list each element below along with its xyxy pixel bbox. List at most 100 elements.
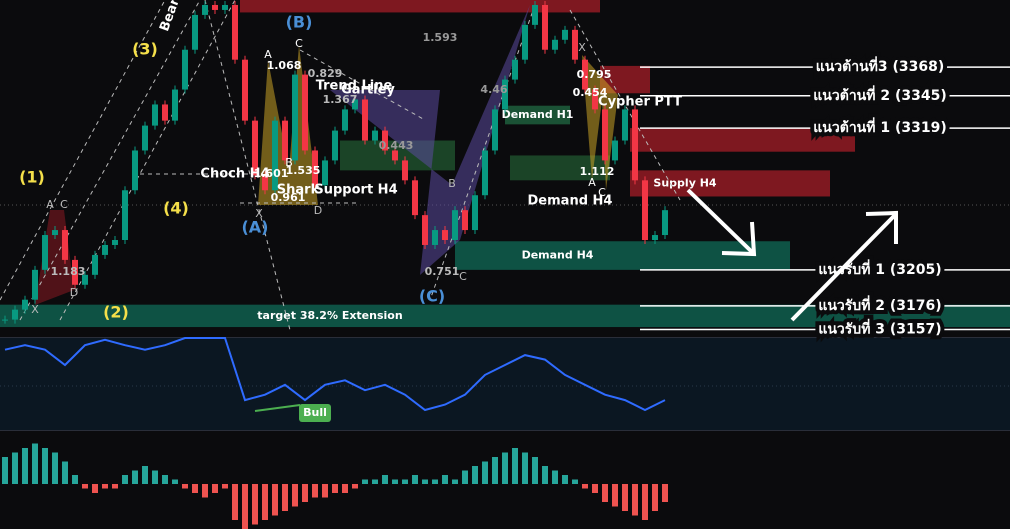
histogram-bar: [662, 484, 668, 502]
histogram-bar: [212, 484, 218, 493]
zone: [240, 0, 600, 13]
annotation: Gartley: [341, 83, 395, 98]
candle-body: [542, 4, 548, 50]
candle-body: [342, 109, 348, 131]
candle-body: [322, 160, 328, 186]
candle-body: [222, 4, 228, 10]
histogram-bar: [32, 443, 38, 484]
divergence-line: [254, 404, 301, 412]
histogram-bar: [342, 484, 348, 493]
histogram-bar: [332, 484, 338, 493]
histogram-bar: [532, 457, 538, 484]
annotation: A: [46, 198, 54, 211]
histogram-bar: [562, 475, 568, 484]
histogram-bar: [322, 484, 328, 498]
histogram-bar: [192, 484, 198, 493]
candle-body: [132, 150, 138, 191]
candle-body: [302, 74, 308, 151]
candle-body: [152, 104, 158, 126]
histogram-bar: [12, 452, 18, 484]
up-arrow-head: [865, 210, 898, 244]
candle-body: [332, 130, 338, 161]
oscillator: [4, 337, 666, 412]
histogram-bar: [82, 484, 88, 489]
candle-body: [592, 89, 598, 110]
candle-body: [62, 230, 68, 260]
annotation: Demand H4: [528, 194, 613, 209]
annotation: (3): [132, 40, 158, 59]
annotation: 0.795: [577, 68, 612, 81]
histogram-bar: [62, 461, 68, 484]
candle-body: [472, 195, 478, 231]
histogram-bar: [52, 452, 58, 484]
candle-body: [392, 150, 398, 161]
level-label: แนวรับที่ 3 (3157): [818, 319, 941, 338]
candle-body: [232, 4, 238, 60]
histogram-bar: [302, 484, 308, 502]
annotation: (4): [163, 199, 189, 218]
annotation: 0.961: [271, 191, 306, 204]
candle-body: [162, 104, 168, 121]
level-label: แนวรับที่ 2 (3176): [818, 295, 941, 314]
candle-body: [2, 319, 8, 321]
candle-body: [212, 4, 218, 10]
histogram-bar: [452, 479, 458, 484]
price-pane: [0, 0, 1010, 337]
annotation: 1.601: [254, 167, 289, 180]
histogram-bar: [372, 479, 378, 484]
annotation: (B): [286, 13, 313, 32]
histogram-bar: [72, 475, 78, 484]
arrows: [686, 188, 898, 322]
candle-body: [512, 59, 518, 80]
candle-body: [242, 59, 248, 121]
annotation: 1.535: [286, 164, 321, 177]
bull-badge: [299, 404, 331, 422]
histogram-bar: [2, 457, 8, 484]
histogram-bar: [122, 475, 128, 484]
candle-body: [282, 120, 288, 161]
histogram-bar: [142, 466, 148, 484]
histogram-bar: [622, 484, 628, 511]
zone-label: Demand H1: [502, 108, 574, 121]
cypher-pattern: [582, 55, 618, 190]
candle-body: [432, 230, 438, 245]
candle-body: [352, 99, 358, 110]
histogram-bar: [472, 466, 478, 484]
candle-body: [422, 215, 428, 245]
annotation: C: [459, 270, 467, 283]
candle-body: [452, 210, 458, 241]
annotation: (C): [419, 287, 445, 306]
histogram-bar: [92, 484, 98, 493]
candle-body: [572, 29, 578, 60]
annotation: C: [60, 198, 68, 211]
histogram-bar: [552, 470, 558, 484]
histogram: [2, 443, 668, 529]
annotation: C: [295, 37, 303, 50]
candle-body: [312, 150, 318, 186]
candle-body: [552, 39, 558, 50]
wave-line: [204, 0, 291, 331]
histogram-bar: [232, 484, 238, 520]
histogram-bar: [262, 484, 268, 520]
down-arrow: [686, 188, 754, 254]
histogram-bar: [522, 452, 528, 484]
candle-body: [272, 120, 278, 191]
candle-body: [362, 99, 368, 141]
candle-body: [52, 230, 58, 236]
histogram-bar: [422, 479, 428, 484]
candle-body: [442, 230, 448, 241]
candle-body: [192, 14, 198, 50]
histogram-bar: [632, 484, 638, 516]
candles: [2, 0, 668, 324]
annotation: 1.367: [323, 93, 358, 106]
candle-body: [32, 269, 38, 300]
histogram-bar: [252, 484, 258, 525]
zone-label: target 38.2% Extension: [257, 309, 402, 322]
histogram-bar: [512, 448, 518, 484]
histogram-bar: [242, 484, 248, 529]
candle-body: [482, 150, 488, 196]
candle-body: [582, 59, 588, 90]
candle-body: [382, 130, 388, 151]
histogram-bar: [642, 484, 648, 520]
annotation: 1.112: [580, 165, 615, 178]
